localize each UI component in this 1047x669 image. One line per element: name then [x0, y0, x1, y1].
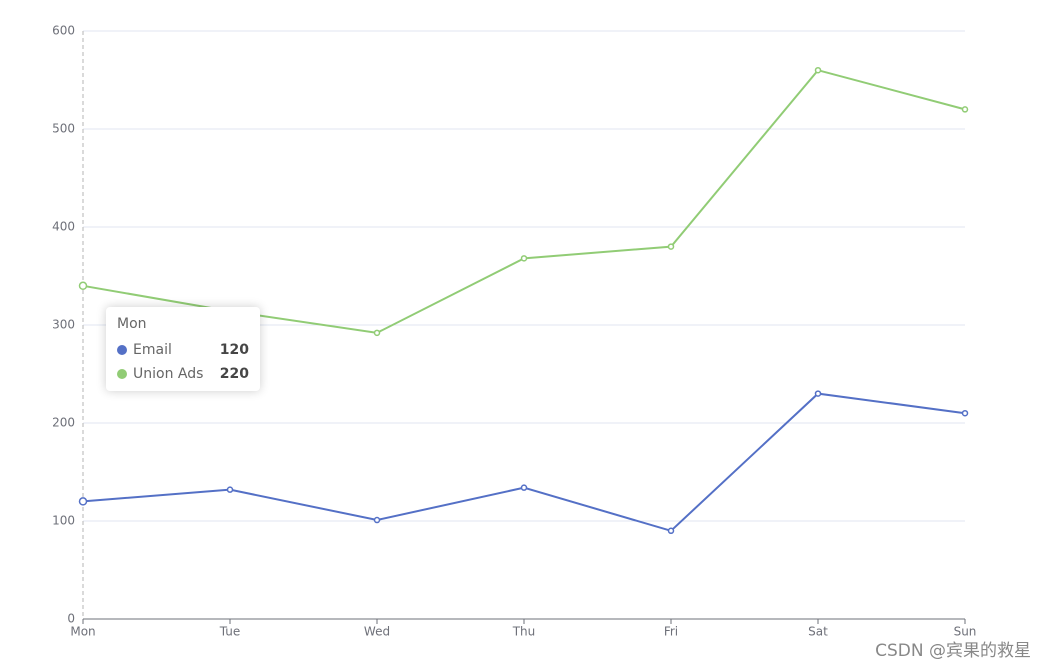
- point: [667, 243, 675, 250]
- tooltip-value: 120: [219, 342, 249, 358]
- point: [961, 106, 969, 113]
- tooltip-dot: [117, 369, 127, 379]
- point: [373, 516, 381, 524]
- point: [520, 255, 528, 262]
- x-tick-label: Sun: [954, 625, 977, 639]
- line: [82, 69, 966, 334]
- x-tick-label: Tue: [219, 625, 241, 639]
- y-tick-label: 600: [52, 24, 75, 38]
- y-tick-label: 400: [52, 220, 75, 234]
- x-tick-label: Wed: [364, 625, 390, 639]
- tooltip-title: Mon: [117, 316, 147, 332]
- y-tick-label: 100: [52, 514, 75, 528]
- point: [78, 281, 88, 291]
- tooltip-rows: Email 120 Union Ads 220: [117, 338, 249, 386]
- tooltip-series-name: Union Ads: [133, 366, 204, 382]
- x-tick-label: Fri: [664, 625, 678, 639]
- point: [814, 390, 822, 397]
- x-tick-label: Thu: [512, 625, 536, 639]
- y-tick-label: 200: [52, 416, 75, 430]
- tooltip-value: 220: [219, 366, 249, 382]
- y-tick-label: 0: [67, 612, 75, 626]
- y-tick-label: 500: [52, 122, 75, 136]
- tooltip-row: Union Ads 220: [117, 362, 249, 386]
- line: [82, 392, 966, 532]
- x-tick-label: Mon: [70, 625, 95, 639]
- tooltip-series-name: Email: [133, 342, 172, 358]
- point: [78, 497, 88, 506]
- point: [373, 329, 381, 337]
- tooltip: Mon Email 120 Union Ads 220: [106, 307, 260, 391]
- point: [520, 484, 528, 491]
- point: [814, 66, 822, 74]
- point: [667, 527, 675, 535]
- tooltip-row: Email 120: [117, 338, 249, 362]
- x-tick-label: Sat: [808, 625, 828, 639]
- watermark: CSDN @宾果的救星: [875, 641, 1031, 661]
- y-tick-label: 300: [52, 318, 75, 332]
- tooltip-dot: [117, 345, 127, 355]
- point: [961, 409, 969, 417]
- point: [226, 486, 234, 493]
